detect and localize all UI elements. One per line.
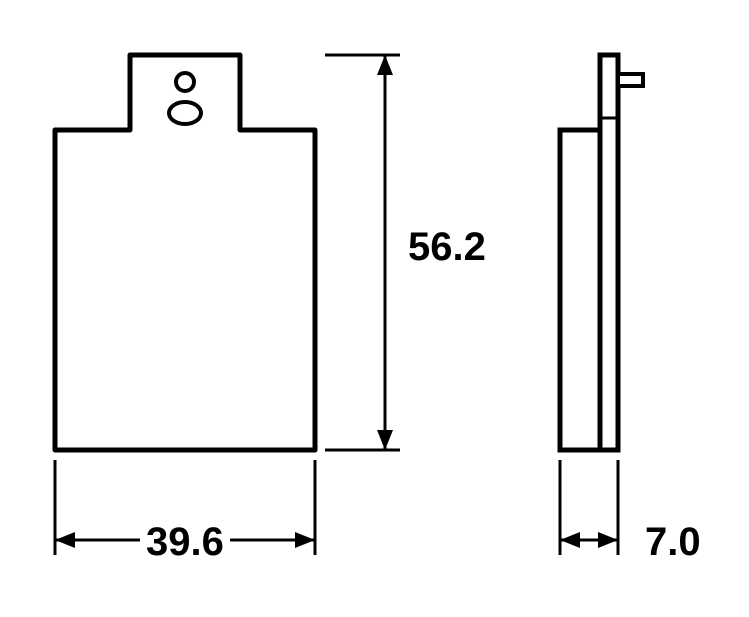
arrow (377, 55, 393, 75)
side-friction-pad (560, 130, 600, 450)
side-pin (618, 74, 643, 86)
arrow (560, 532, 580, 548)
drawing-canvas: 39.6 56.2 7.0 (0, 0, 749, 617)
arrow (377, 430, 393, 450)
height-label: 56.2 (408, 225, 486, 270)
pad-outline (55, 55, 315, 450)
width-label: 39.6 (140, 520, 230, 565)
side-backing-plate (600, 55, 618, 450)
arrow (55, 532, 75, 548)
thickness-label: 7.0 (645, 520, 701, 565)
arrow (295, 532, 315, 548)
arrow (598, 532, 618, 548)
front-view (0, 0, 749, 617)
